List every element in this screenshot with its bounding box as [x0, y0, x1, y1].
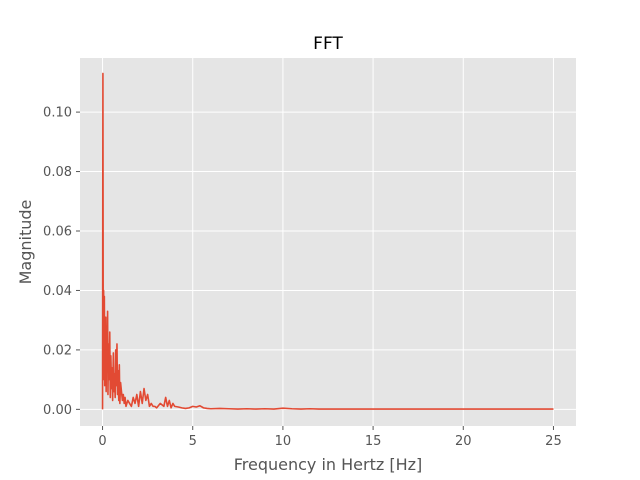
x-tick-label: 5 [189, 434, 197, 449]
y-tick-label: 0.00 [43, 403, 72, 418]
y-tick-label: 0.10 [43, 106, 72, 121]
x-tick-label: 20 [455, 434, 472, 449]
y-tick-label: 0.06 [43, 225, 72, 240]
x-tick-label: 0 [98, 434, 106, 449]
x-axis-label: Frequency in Hertz [Hz] [234, 455, 423, 474]
x-tick-label: 15 [365, 434, 382, 449]
series-layer [101, 72, 554, 410]
ticks: 0 5 10 15 20 25 0.00 0.02 0.04 0.06 0.08 0.10 [43, 106, 562, 449]
chart-title: FFT [313, 34, 343, 54]
x-tick-label: 25 [545, 434, 562, 449]
fft-series-line [101, 72, 554, 410]
y-axis-label: Magnitude [16, 200, 35, 285]
y-tick-label: 0.04 [43, 284, 72, 299]
y-tick-label: 0.02 [43, 343, 72, 358]
x-tick-label: 10 [275, 434, 292, 449]
grid [80, 58, 576, 426]
plot-background [80, 58, 576, 426]
y-tick-label: 0.08 [43, 165, 72, 180]
